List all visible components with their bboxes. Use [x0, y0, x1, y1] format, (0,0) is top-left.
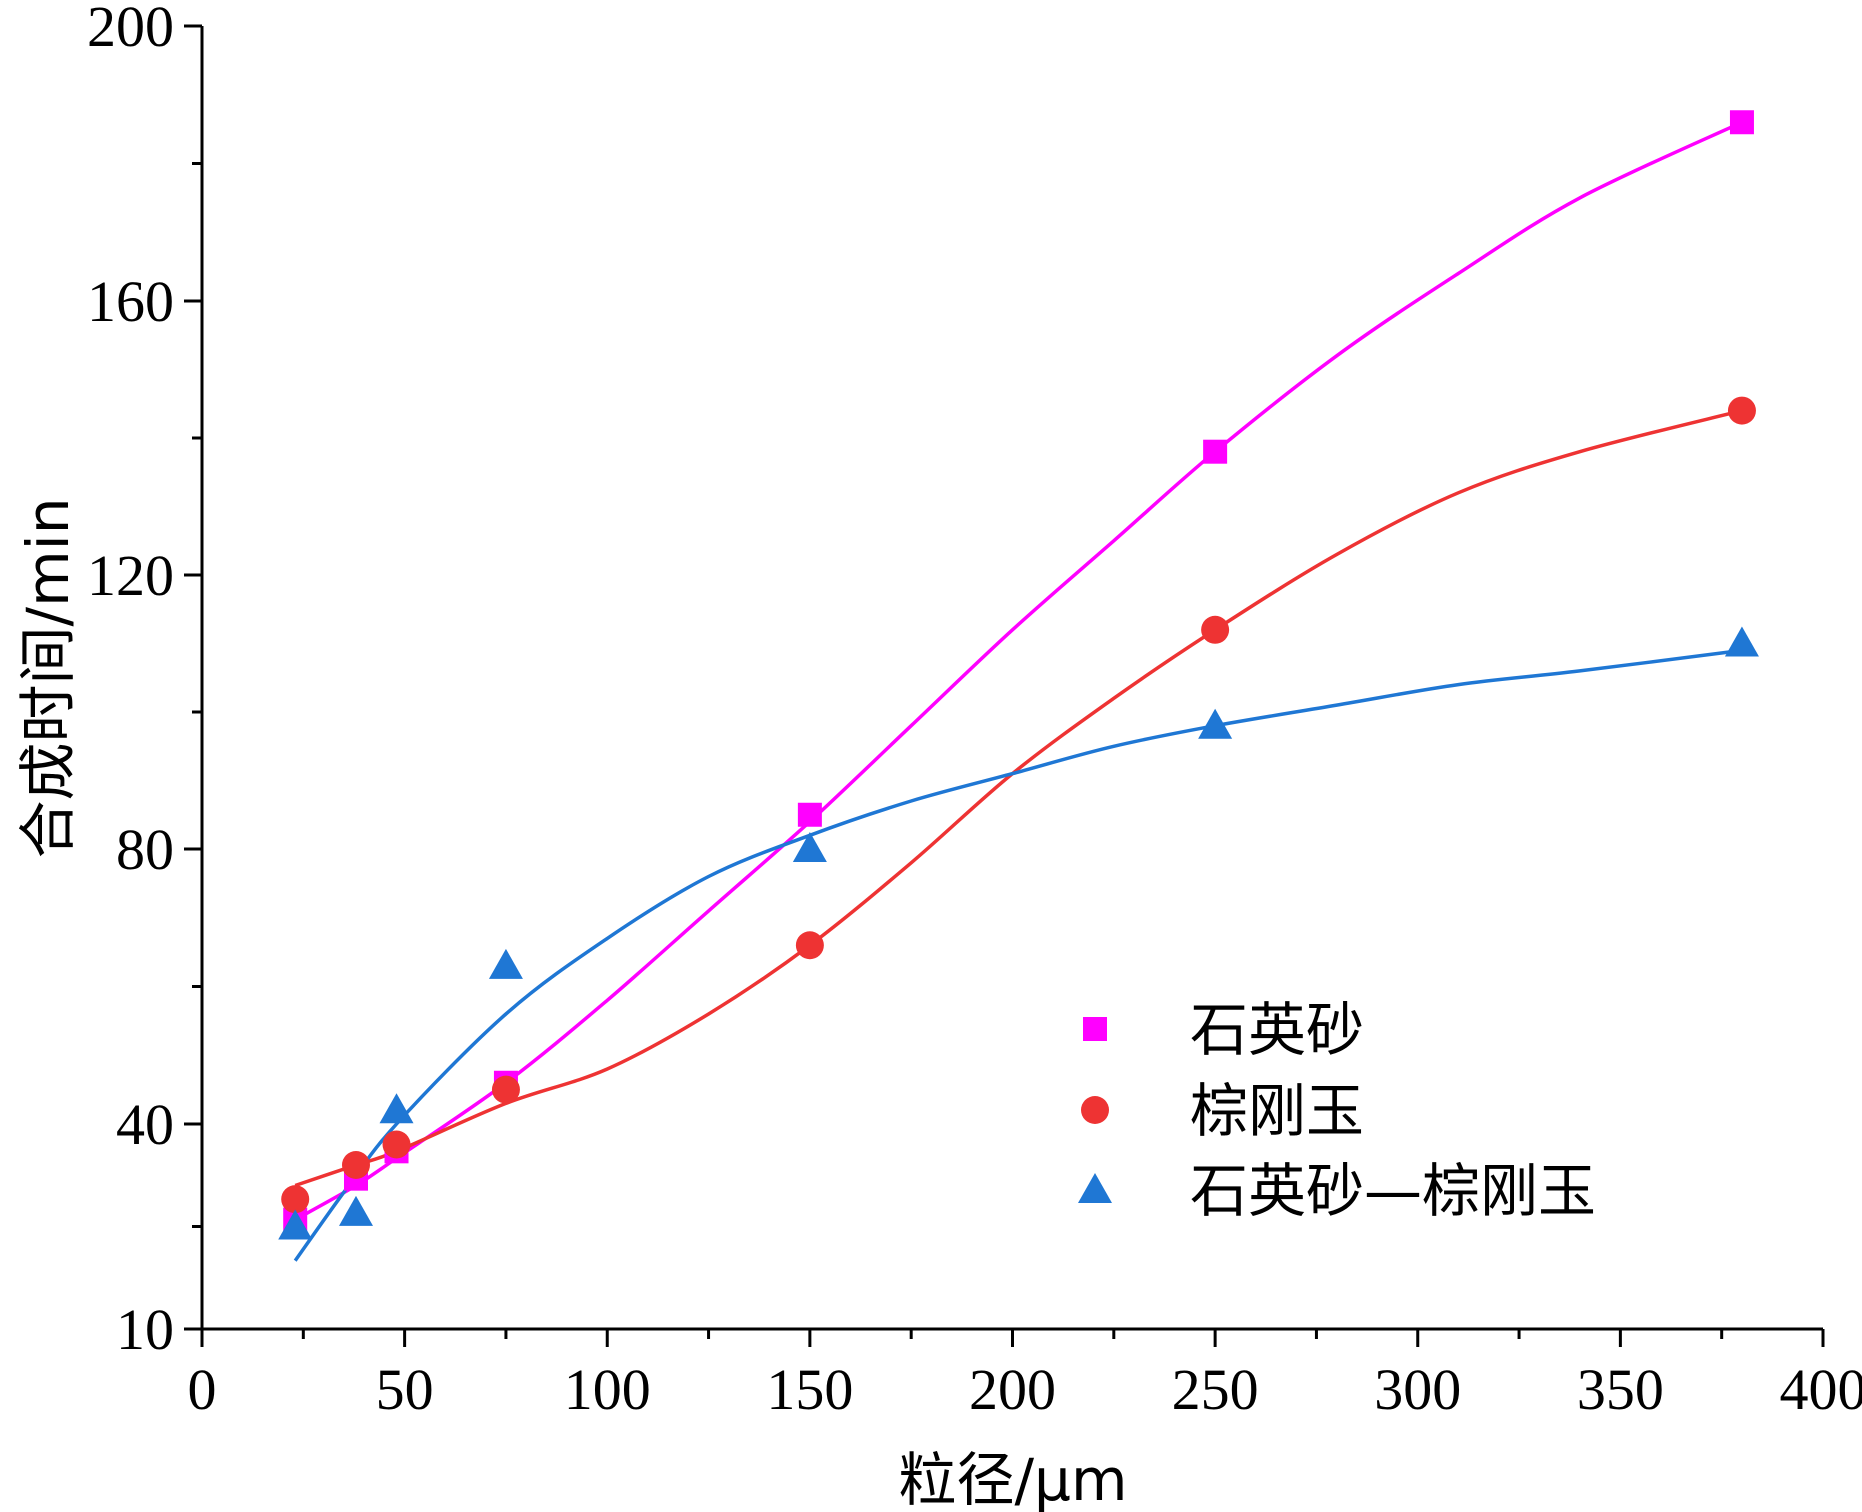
y-tick-label: 120 — [87, 543, 174, 608]
x-tick-label: 100 — [564, 1357, 651, 1422]
data-point — [1203, 439, 1228, 464]
x-tick-label: 350 — [1577, 1357, 1664, 1422]
axes — [200, 26, 1823, 1331]
data-point — [278, 1209, 313, 1240]
legend-label: 石英砂—棕刚玉 — [1190, 1157, 1596, 1225]
y-tick-label: 200 — [87, 0, 174, 59]
data-point — [797, 802, 822, 827]
legend-marker — [1083, 1017, 1107, 1041]
x-tick-label: 150 — [766, 1357, 853, 1422]
data-point — [1724, 626, 1759, 657]
legend-label: 石英砂 — [1190, 996, 1364, 1064]
fit-lines — [293, 120, 1743, 1262]
x-tick-label: 0 — [188, 1357, 217, 1422]
fit-line — [294, 120, 1743, 1222]
data-point — [379, 1093, 414, 1124]
data-point — [491, 1075, 520, 1104]
x-ticks: 0 50 100 150 200 250 300 350 400 — [188, 1329, 1862, 1422]
y-tick-label: 10 — [116, 1297, 174, 1362]
y-tick-label: 160 — [87, 269, 174, 334]
x-tick-label: 50 — [376, 1357, 434, 1422]
x-tick-label: 300 — [1374, 1357, 1461, 1422]
y-ticks: 10 40 80 120 160 200 — [87, 0, 202, 1362]
y-tick-label: 80 — [116, 817, 174, 882]
legend-label: 棕刚玉 — [1190, 1077, 1364, 1145]
legend-marker — [1078, 1173, 1112, 1203]
data-point — [1729, 110, 1754, 135]
x-tick-label: 400 — [1780, 1357, 1862, 1422]
data-point — [1201, 615, 1230, 644]
data-point — [382, 1130, 411, 1159]
y-tick-label: 40 — [116, 1092, 174, 1157]
data-point — [1727, 396, 1756, 425]
fit-line — [293, 648, 1743, 1262]
y-axis-title: 合成时间/min — [14, 498, 82, 859]
data-point — [795, 931, 824, 960]
data-point — [1198, 708, 1233, 739]
x-axis-title: 粒径/μm — [899, 1446, 1128, 1512]
data-points — [278, 110, 1759, 1240]
x-tick-label: 250 — [1172, 1357, 1259, 1422]
fit-line — [294, 408, 1743, 1188]
data-point — [281, 1185, 310, 1214]
data-point — [338, 1195, 373, 1226]
legend-marker — [1081, 1096, 1109, 1124]
x-tick-label: 200 — [969, 1357, 1056, 1422]
data-point — [488, 948, 523, 979]
data-point — [792, 832, 827, 862]
data-point — [341, 1151, 370, 1179]
